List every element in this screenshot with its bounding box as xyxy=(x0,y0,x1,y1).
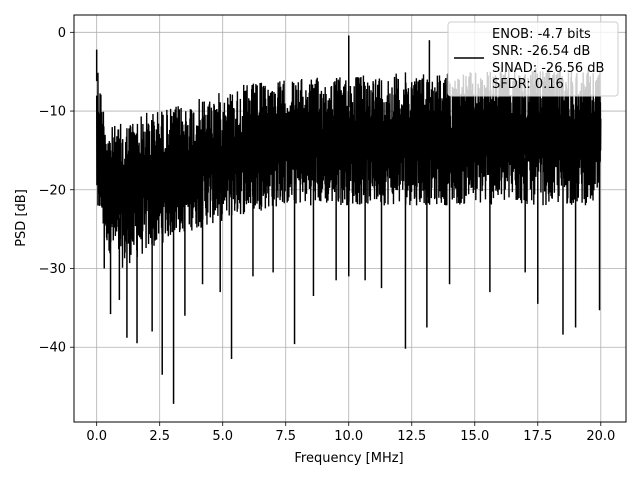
x-tick-label: 2.5 xyxy=(149,429,170,444)
tick-layer: 0.0 2.5 5.0 7.5 10.0 12.5 15.0 17.5 20.0 0 −10 −20 −… xyxy=(39,26,616,444)
legend-sfdr: SFDR: 0.16 xyxy=(492,77,564,92)
y-axis-label: PSD [dB] xyxy=(14,189,29,247)
legend: ENOB: -4.7 bits SNR: -26.54 dB SINAD: -2… xyxy=(447,21,619,97)
x-tick-label: 20.0 xyxy=(586,429,615,444)
axes-frame xyxy=(73,14,627,423)
legend-box xyxy=(447,21,619,97)
data-layer xyxy=(95,35,602,404)
legend-sinad: SINAD: -26.56 dB xyxy=(492,61,604,76)
x-tick-label: 7.5 xyxy=(275,429,296,444)
y-tick-label: 0 xyxy=(58,26,66,41)
x-tick-label: 0.0 xyxy=(86,429,107,444)
y-tick-label: −10 xyxy=(39,105,66,120)
x-tick-label: 17.5 xyxy=(523,429,552,444)
x-tick-label: 12.5 xyxy=(397,429,426,444)
x-tick-label: 5.0 xyxy=(212,429,233,444)
legend-snr: SNR: -26.54 dB xyxy=(492,44,590,59)
x-tick-label: 10.0 xyxy=(334,429,363,444)
x-tick-label: 15.0 xyxy=(460,429,489,444)
psd-trace xyxy=(95,67,602,268)
legend-enob: ENOB: -4.7 bits xyxy=(492,27,591,42)
y-tick-label: −30 xyxy=(39,262,66,277)
y-tick-label: −40 xyxy=(39,341,66,356)
y-tick-label: −20 xyxy=(39,183,66,198)
x-axis-label: Frequency [MHz] xyxy=(294,451,403,466)
